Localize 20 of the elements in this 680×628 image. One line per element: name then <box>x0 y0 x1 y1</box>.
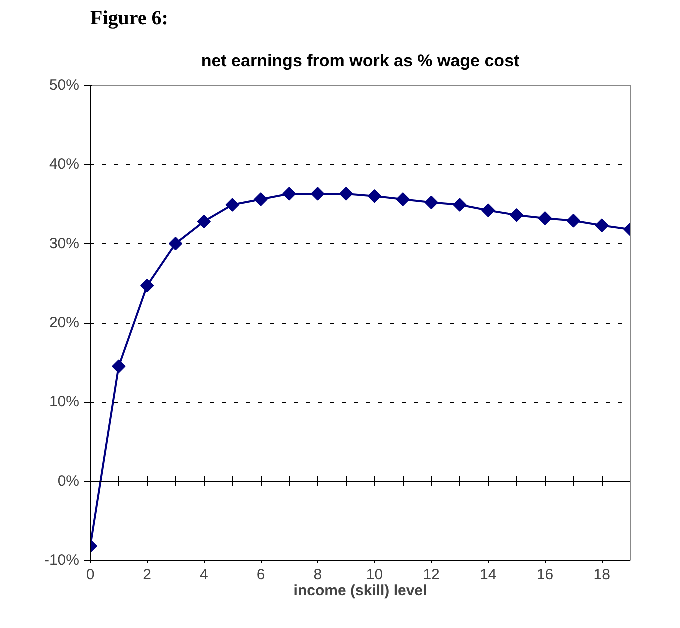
y-tick-label: 40% <box>49 156 80 174</box>
x-tick-label: 12 <box>423 566 440 584</box>
y-tick-label: 10% <box>49 394 80 411</box>
x-tick-label: 14 <box>480 566 497 584</box>
x-tick-label: 6 <box>256 566 266 584</box>
y-tick-label: -10% <box>44 552 80 569</box>
chart-title: net earnings from work as % wage cost <box>201 52 520 70</box>
x-tick-label: 16 <box>536 566 554 584</box>
x-tick-label: 4 <box>200 566 208 584</box>
x-tick-label: 10 <box>366 566 384 584</box>
x-tick-label: 0 <box>86 566 95 584</box>
y-tick-label: 30% <box>49 235 80 252</box>
y-tick-label: 50% <box>49 77 80 94</box>
x-tick-label: 18 <box>594 566 610 584</box>
x-tick-label: 2 <box>143 566 152 584</box>
x-axis-title: income (skill) level <box>294 582 428 600</box>
y-tick-label: 20% <box>49 314 80 332</box>
caption: Figure 6: <box>90 8 168 30</box>
y-tick-label: 0% <box>58 472 80 490</box>
x-tick-label: 8 <box>314 566 322 584</box>
